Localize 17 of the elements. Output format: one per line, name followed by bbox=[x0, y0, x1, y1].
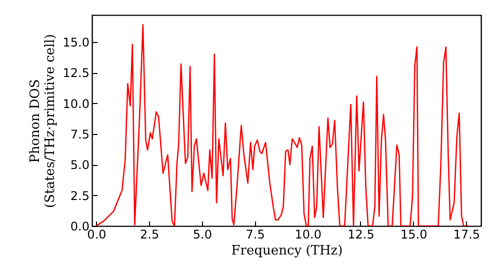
y-tick-label: 5.0 bbox=[70, 158, 90, 172]
x-tick-label: 0.0 bbox=[87, 228, 106, 242]
y-tick-label: 12.5 bbox=[62, 66, 90, 80]
x-tick-label: 15.0 bbox=[400, 228, 428, 242]
y-tick-label: 10.0 bbox=[62, 96, 90, 111]
x-axis-title: Frequency (THz) bbox=[231, 244, 343, 258]
x-tick-label: 10.0 bbox=[294, 228, 322, 242]
x-tick-label: 2.5 bbox=[140, 228, 160, 242]
x-tick-label: 5.0 bbox=[192, 228, 212, 242]
y-axis-title: Phonon DOS (States/THz·primitive cell) bbox=[28, 34, 58, 208]
x-tick-label: 12.5 bbox=[348, 228, 374, 242]
line-series bbox=[96, 24, 469, 226]
y-tick-label: 15.0 bbox=[62, 35, 90, 50]
x-tick-label: 7.5 bbox=[246, 228, 265, 242]
y-tick-label: 7.5 bbox=[70, 127, 90, 142]
y-tick-label: 2.5 bbox=[70, 188, 90, 203]
x-tick-label: 17.5 bbox=[453, 228, 480, 242]
